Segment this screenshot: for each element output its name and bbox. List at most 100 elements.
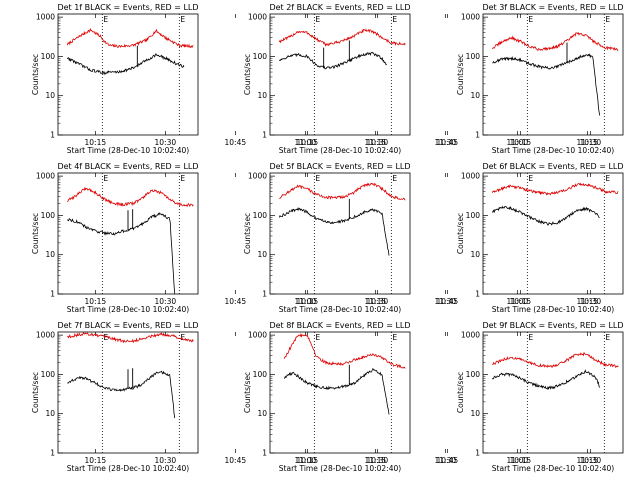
plot-frame: [269, 331, 411, 454]
x-tick-label: 10:15: [510, 297, 532, 306]
series-line-lld: [491, 31, 619, 52]
y-tick-label: 10: [45, 250, 55, 259]
y-tick-label: 1: [262, 290, 267, 299]
x-tick-label: 11:15: [365, 138, 387, 147]
y-tick-label: 10: [45, 409, 55, 418]
y-tick-label: 10: [470, 250, 480, 259]
x-axis-label: Start Time (28-Dec-10 10:02:40): [279, 305, 401, 314]
x-axis-label: Start Time (28-Dec-10 10:02:40): [279, 146, 401, 155]
y-axis-label: Counts/sec: [456, 372, 465, 413]
x-tick-label: 11:15: [365, 456, 387, 465]
y-axis-label: Counts/sec: [243, 372, 252, 413]
y-tick-label: 100: [253, 211, 268, 220]
panel-title: Det 3f BLACK = Events, RED = LLD: [482, 3, 623, 12]
y-tick-label: 1: [50, 131, 55, 140]
series-line-lld: [279, 182, 406, 201]
series-line-lld: [278, 28, 406, 47]
x-tick-label: 10:45: [225, 456, 247, 465]
x-tick-label: 11:30: [435, 456, 457, 465]
vertical-marker-label: E: [103, 174, 108, 183]
y-tick-label: 10: [470, 91, 480, 100]
panel-title: Det 9f BLACK = Events, RED = LLD: [482, 321, 623, 330]
x-axis-label: Start Time (28-Dec-10 10:02:40): [67, 464, 189, 473]
x-tick-label: 11:00: [507, 456, 529, 465]
panel-title: Det 6f BLACK = Events, RED = LLD: [482, 162, 623, 171]
y-axis-label: Counts/sec: [456, 54, 465, 95]
y-tick-label: 100: [466, 52, 481, 61]
vertical-marker-label: E: [528, 333, 533, 342]
y-axis-label: Counts/sec: [31, 213, 40, 254]
y-tick-label: 10: [470, 409, 480, 418]
x-tick-label: 10:45: [225, 138, 247, 147]
vertical-marker-label: E: [528, 174, 533, 183]
x-tick-label: 10:30: [580, 456, 602, 465]
series-line-lld: [283, 332, 406, 369]
vertical-marker-label: E: [605, 333, 610, 342]
y-tick-label: 1000: [248, 172, 267, 181]
x-tick-label: 11:30: [435, 138, 457, 147]
y-tick-label: 1000: [461, 13, 480, 22]
y-tick-label: 1: [475, 290, 480, 299]
y-tick-label: 10: [257, 409, 267, 418]
y-tick-label: 1000: [36, 13, 55, 22]
y-tick-label: 1: [262, 131, 267, 140]
series-line-lld: [66, 27, 194, 49]
x-tick-label: 11:15: [365, 297, 387, 306]
y-axis-label: Counts/sec: [243, 54, 252, 95]
panel-det-9: Det 9f BLACK = Events, RED = LLD 1 10 100 10…: [456, 321, 624, 473]
vertical-marker-label: E: [315, 333, 320, 342]
series-line-lld: [492, 351, 619, 369]
vertical-marker-label: E: [103, 15, 108, 24]
panel-title: Det 1f BLACK = Events, RED = LLD: [57, 3, 198, 12]
x-tick-label: 11:30: [435, 297, 457, 306]
x-tick-label: 10:30: [155, 456, 177, 465]
panel-det-4: Det 4f BLACK = Events, RED = LLD 1 10 100 10…: [31, 162, 456, 314]
vertical-marker-label: E: [392, 174, 397, 183]
vertical-marker-label: E: [180, 15, 185, 24]
plot-frame: [482, 13, 624, 136]
vertical-marker-label: E: [605, 174, 610, 183]
y-tick-label: 1: [50, 290, 55, 299]
x-tick-label: 10:15: [85, 138, 107, 147]
x-tick-label: 10:30: [580, 138, 602, 147]
y-axis-label: Counts/sec: [31, 54, 40, 95]
x-tick-label: 10:15: [510, 456, 532, 465]
y-tick-label: 100: [41, 370, 56, 379]
vertical-marker-label: E: [315, 15, 320, 24]
x-tick-label: 10:30: [367, 456, 389, 465]
x-tick-label: 10:30: [367, 138, 389, 147]
y-tick-label: 100: [41, 52, 56, 61]
y-axis-label: Counts/sec: [456, 213, 465, 254]
series-line-events: [284, 368, 390, 415]
x-tick-label: 11:15: [577, 456, 599, 465]
panel-det-8: Det 8f BLACK = Events, RED = LLD 1 10 100 10…: [243, 321, 599, 473]
y-tick-label: 1000: [248, 13, 267, 22]
x-tick-label: 11:00: [507, 138, 529, 147]
x-tick-label: 10:45: [437, 297, 459, 306]
panel-det-1: Det 1f BLACK = Events, RED = LLD 1 10 100 10…: [31, 3, 456, 155]
y-tick-label: 10: [257, 91, 267, 100]
panel-title: Det 7f BLACK = Events, RED = LLD: [57, 321, 198, 330]
x-tick-label: 10:15: [510, 138, 532, 147]
y-tick-label: 1: [50, 449, 55, 458]
y-tick-label: 1000: [248, 331, 267, 340]
y-tick-label: 100: [466, 211, 481, 220]
vertical-marker-label: E: [315, 174, 320, 183]
series-line-lld: [66, 331, 194, 344]
y-tick-label: 1: [262, 449, 267, 458]
vertical-marker-label: E: [605, 15, 610, 24]
series-line-events: [66, 53, 185, 76]
series-line-events: [67, 370, 176, 419]
series-line-lld: [491, 182, 619, 196]
x-axis-label: Start Time (28-Dec-10 10:02:40): [279, 464, 401, 473]
panel-det-6: Det 6f BLACK = Events, RED = LLD 1 10 100 10…: [456, 162, 624, 314]
y-tick-label: 100: [41, 211, 56, 220]
plot-frame: [57, 13, 199, 136]
x-tick-label: 10:45: [225, 297, 247, 306]
panel-title: Det 4f BLACK = Events, RED = LLD: [57, 162, 198, 171]
panel-det-2: Det 2f BLACK = Events, RED = LLD 1 10 100 10…: [243, 3, 598, 155]
vertical-marker-label: E: [180, 333, 185, 342]
vertical-marker-label: E: [103, 333, 108, 342]
x-axis-label: Start Time (28-Dec-10 10:02:40): [492, 464, 614, 473]
series-line-events: [492, 53, 601, 116]
